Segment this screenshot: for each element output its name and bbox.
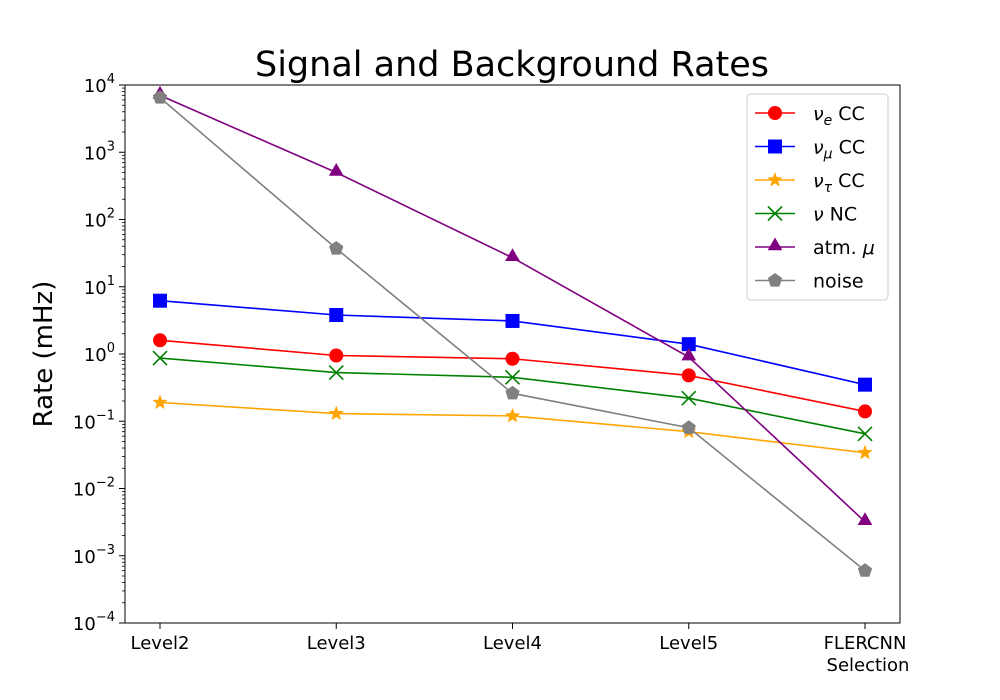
legend-box (746, 93, 889, 301)
series-line-0 (159, 339, 866, 413)
data-point (505, 248, 520, 261)
data-point (681, 420, 696, 434)
data-point (329, 348, 344, 363)
data-point (328, 405, 344, 421)
data-point (329, 308, 344, 323)
data-point (505, 385, 520, 400)
data-point (152, 90, 168, 104)
legend-marker (767, 273, 783, 287)
legend-marker (767, 205, 783, 222)
data-point (681, 347, 697, 361)
data-point (681, 337, 696, 352)
y-tick-label: 100 (84, 341, 115, 366)
legend-entry-label: atm. μ (813, 237, 875, 259)
legend-entry-label: ντ CC (813, 170, 865, 196)
y-tick-label: 10−4 (73, 610, 115, 635)
data-point (328, 364, 344, 381)
data-point (153, 293, 167, 308)
y-axis-label: Rate (mHz) (29, 281, 59, 428)
y-tick-label: 104 (84, 72, 115, 97)
y-tick-label: 101 (84, 274, 115, 299)
data-point (681, 368, 696, 383)
data-point (153, 333, 167, 348)
legend: νe CC νμ CC ντ CC ν NC atm. μ noise (746, 93, 889, 301)
series-line-1 (159, 299, 866, 386)
data-point (857, 563, 873, 577)
y-tick-label: 10−1 (73, 408, 115, 433)
chart-title: Signal and Background Rates (255, 45, 769, 85)
data-point (152, 394, 168, 409)
data-point (857, 512, 873, 526)
data-point (681, 390, 697, 406)
legend-marker (768, 106, 782, 120)
legend-entry-label: νμ CC (813, 137, 865, 163)
legend-marker (767, 172, 783, 187)
data-point (328, 162, 344, 176)
data-point (504, 369, 521, 385)
legend-entry-label: νe CC (813, 103, 865, 129)
data-point (858, 377, 872, 392)
x-tick-label: Level2 (131, 633, 190, 654)
y-tick-label: 102 (84, 207, 115, 232)
legend-marker (768, 139, 782, 154)
x-tick-label: Level5 (659, 633, 718, 654)
data-point (505, 313, 520, 328)
data-point (857, 426, 873, 442)
x-tick-label: FLERCNN Selection (824, 633, 910, 676)
x-tick-label: Level4 (483, 633, 542, 654)
legend-entry-label: noise (813, 271, 864, 293)
data-point (329, 241, 344, 255)
data-point (505, 351, 520, 366)
data-point (152, 350, 168, 366)
legend-marker (767, 237, 783, 251)
data-point (857, 444, 873, 460)
y-tick-label: 103 (84, 139, 115, 164)
x-tick-label: Level3 (307, 633, 366, 654)
y-tick-label: 10−2 (73, 476, 115, 501)
data-point (858, 404, 872, 419)
data-point (504, 407, 521, 423)
legend-entry-label: ν NC (813, 204, 857, 226)
plot-area: 10−4 10−3 10−2 10−1 100 101 102 103 104 Level2 Lev… (73, 72, 910, 676)
y-tick-label: 10−3 (73, 543, 115, 568)
